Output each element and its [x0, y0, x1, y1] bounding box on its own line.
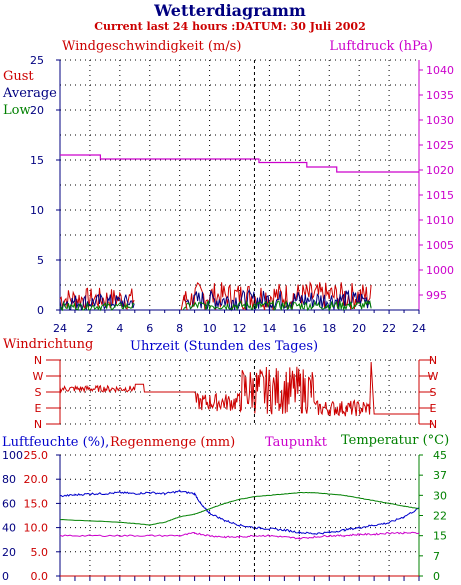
direction-right-label: N [429, 418, 437, 431]
hour-tick-label: 22 [382, 322, 396, 335]
pressure-tick-label: 1005 [426, 239, 454, 252]
wind-panel: 0510152025995100010051010101510201025103… [30, 54, 454, 335]
rain-tick-label: 25.0 [24, 449, 49, 462]
pressure-tick-label: 1040 [426, 64, 454, 77]
x-axis-title: Uhrzeit (Stunden des Tages) [130, 339, 318, 354]
temperature-tick-label: 37 [433, 469, 447, 482]
hour-tick-label: 24 [53, 322, 67, 335]
wind-left-tick-label: 25 [30, 54, 44, 67]
wind-average-series [59, 288, 372, 312]
direction-right-label: N [429, 354, 437, 367]
rain-title: Regenmenge (mm) [110, 435, 235, 450]
wind-left-tick-label: 5 [37, 254, 44, 267]
wind-left-tick-label: 20 [30, 104, 44, 117]
temperature-tick-label: 45 [433, 449, 447, 462]
pressure-tick-label: 995 [426, 289, 447, 302]
direction-left-label: E [35, 402, 42, 415]
pressure-tick-label: 1025 [426, 139, 454, 152]
pressure-tick-label: 1030 [426, 114, 454, 127]
humidity-tick-label: 0 [2, 570, 9, 583]
legend-average: Average [2, 86, 57, 101]
direction-right-label: W [428, 370, 439, 383]
wind-gust-bump [180, 294, 188, 311]
chart-subtitle: Current last 24 hours :DATUM: 30 Juli 20… [94, 20, 365, 33]
hour-tick-label: 8 [176, 322, 183, 335]
humidity-title: Luftfeuchte (%), [2, 435, 109, 450]
direction-panel: N NW WS SE EN N [33, 354, 439, 431]
wind-left-tick-label: 10 [30, 204, 44, 217]
hour-tick-label: 2 [86, 322, 93, 335]
humidity-tick-label: 80 [2, 473, 16, 486]
temperature-tick-label: 15 [433, 530, 447, 543]
rain-tick-label: 15.0 [24, 497, 49, 510]
rain-tick-label: 0.0 [31, 570, 49, 583]
hour-tick-label: 20 [352, 322, 366, 335]
temperature-tick-label: 0 [433, 570, 440, 583]
humidity-tick-label: 40 [2, 522, 16, 535]
pressure-tick-label: 1015 [426, 189, 454, 202]
direction-left-label: N [34, 354, 42, 367]
direction-right-label: E [430, 402, 437, 415]
hour-tick-label: 10 [203, 322, 217, 335]
temperature-tick-label: 22 [433, 510, 447, 523]
humidity-tick-label: 100 [2, 449, 23, 462]
wind-low-series [59, 299, 372, 312]
temperature-title: Temperatur (°C) [341, 433, 449, 448]
pressure-tick-label: 1000 [426, 264, 454, 277]
legend-low: Low [3, 103, 31, 118]
pressure-tick-label: 1035 [426, 89, 454, 102]
direction-left-label: S [35, 386, 42, 399]
pressure-tick-label: 1020 [426, 164, 454, 177]
hour-tick-label: 4 [116, 322, 123, 335]
humidity-tick-label: 60 [2, 497, 16, 510]
hour-tick-label: 12 [233, 322, 247, 335]
pressure-title: Luftdruck (hPa) [329, 39, 433, 54]
rain-tick-label: 10.0 [24, 522, 49, 535]
temperature-tick-label: 30 [433, 489, 447, 502]
direction-series [59, 361, 419, 417]
hour-tick-label: 14 [262, 322, 276, 335]
temperature-tick-label: 7 [433, 550, 440, 563]
dewpoint-series [59, 531, 420, 540]
humidity-tick-label: 20 [2, 546, 16, 559]
legend-gust: Gust [3, 69, 34, 84]
temperature-series [59, 491, 420, 526]
direction-title: Windrichtung [3, 337, 93, 352]
hour-tick-label: 18 [322, 322, 336, 335]
chart-title: Wetterdiagramm [153, 1, 306, 20]
hour-tick-label: 6 [146, 322, 153, 335]
direction-left-label: N [34, 418, 42, 431]
humidity-series [59, 489, 420, 535]
pressure-tick-label: 1010 [426, 214, 454, 227]
wind-left-tick-label: 0 [37, 304, 44, 317]
direction-left-label: W [33, 370, 44, 383]
dewpoint-title: Taupunkt [265, 435, 328, 450]
rain-tick-label: 20.0 [24, 473, 49, 486]
hour-tick-label: 24 [412, 322, 426, 335]
rain-tick-label: 5.0 [31, 546, 49, 559]
hour-tick-label: 16 [292, 322, 306, 335]
wind-left-tick-label: 15 [30, 154, 44, 167]
direction-right-label: S [430, 386, 437, 399]
pressure-series [60, 154, 419, 173]
wind-title: Windgeschwindigkeit (m/s) [62, 39, 241, 54]
